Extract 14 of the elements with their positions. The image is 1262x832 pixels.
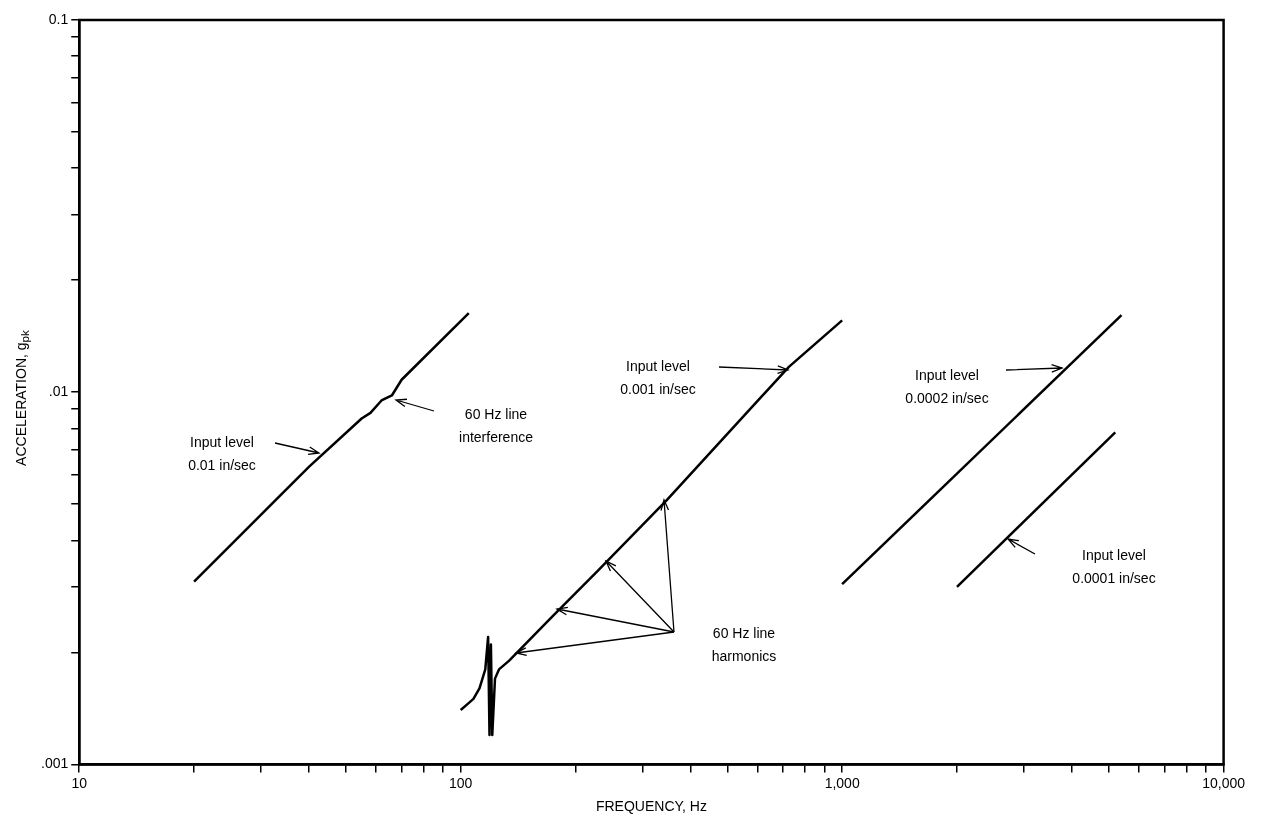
annotation: 60 Hz line harmonics: [711, 624, 777, 664]
y-tick-label: 0.1: [48, 10, 69, 27]
x-axis-title: FREQUENCY, Hz: [595, 798, 707, 815]
annotation: Input level 0.0002 in/sec: [905, 366, 989, 406]
y-tick-label: .001: [41, 755, 69, 772]
annotation: Input level 0.01 in/sec: [188, 433, 256, 473]
annotation: Input level 0.0001 in/sec: [1072, 546, 1156, 586]
x-tick-label: 100: [449, 774, 473, 791]
x-tick-label: 10: [71, 774, 88, 791]
annotation: 60 Hz line interference: [459, 405, 534, 445]
annotation: Input level 0.001 in/sec: [620, 357, 696, 397]
y-tick-label: .01: [48, 383, 69, 400]
x-tick-label: 1,000: [824, 774, 860, 791]
x-tick-label: 10,000: [1202, 774, 1246, 791]
